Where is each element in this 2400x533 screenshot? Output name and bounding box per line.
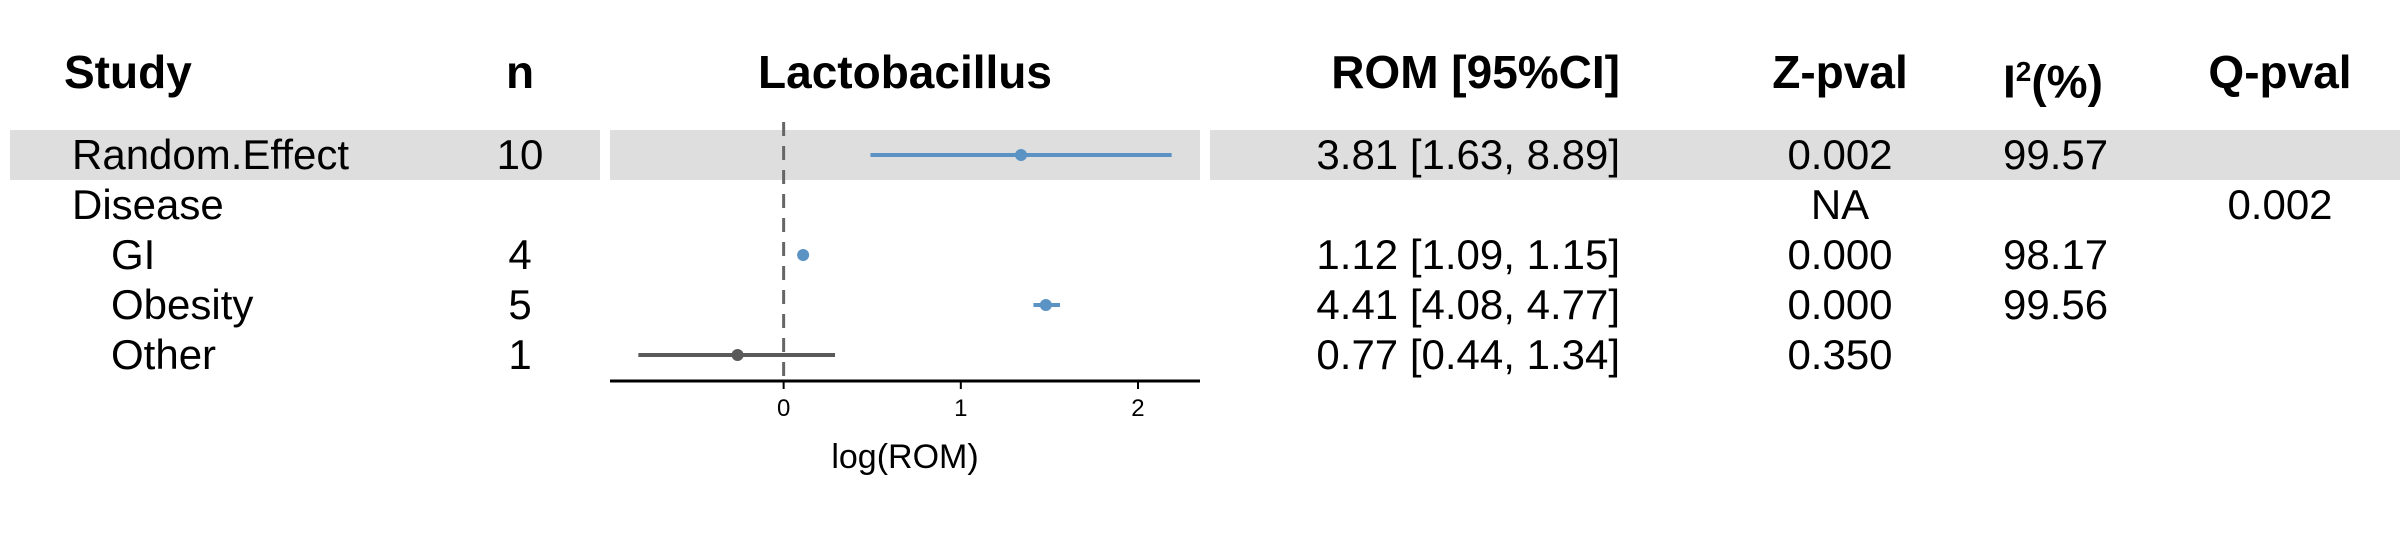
x-tick-label: 1 bbox=[954, 395, 967, 422]
row-label: GI bbox=[111, 231, 156, 278]
row-zpval: NA bbox=[1810, 181, 1870, 228]
row-n: 4 bbox=[508, 231, 532, 278]
header-study: Study bbox=[64, 46, 192, 98]
row-zpval: 0.000 bbox=[1787, 281, 1893, 328]
x-tick-label: 2 bbox=[1131, 395, 1144, 422]
header-qpval: Q-pval bbox=[2208, 46, 2352, 98]
row-highlight-right bbox=[1210, 130, 2400, 180]
point-estimate bbox=[1039, 299, 1052, 311]
row-rom: 4.41 [4.08, 4.77] bbox=[1316, 281, 1620, 328]
row-qpval: 0.002 bbox=[2227, 181, 2333, 228]
row-n: 10 bbox=[496, 131, 544, 178]
row-rom: 0.77 [0.44, 1.34] bbox=[1316, 331, 1620, 378]
row-i2: 99.57 bbox=[2003, 131, 2109, 178]
row-zpval: 0.002 bbox=[1787, 131, 1893, 178]
x-axis-label: log(ROM) bbox=[831, 438, 978, 476]
header-i2: I2(%) bbox=[2003, 55, 2103, 108]
point-estimate bbox=[797, 249, 810, 261]
row-i2: 99.56 bbox=[2003, 281, 2109, 328]
row-label: Random.Effect bbox=[72, 131, 350, 178]
header-rom: ROM [95%CI] bbox=[1331, 46, 1620, 98]
row-rom: 3.81 [1.63, 8.89] bbox=[1316, 131, 1620, 178]
row-zpval: 0.350 bbox=[1787, 331, 1893, 378]
plot-title: Lactobacillus bbox=[758, 46, 1052, 98]
row-rom: 1.12 [1.09, 1.15] bbox=[1316, 231, 1620, 278]
row-zpval: 0.000 bbox=[1787, 231, 1893, 278]
header-n: n bbox=[505, 46, 535, 98]
row-label: Disease bbox=[72, 181, 224, 228]
row-label: Other bbox=[111, 331, 217, 378]
row-i2: 98.17 bbox=[2003, 231, 2109, 278]
point-estimate bbox=[731, 349, 744, 361]
row-highlight-plot bbox=[610, 130, 1200, 180]
row-n: 1 bbox=[508, 331, 532, 378]
row-label: Obesity bbox=[111, 281, 254, 328]
header-zpval: Z-pval bbox=[1772, 46, 1908, 98]
row-highlight-left bbox=[10, 130, 600, 180]
x-tick-label: 0 bbox=[777, 395, 790, 422]
row-n: 5 bbox=[508, 281, 532, 328]
